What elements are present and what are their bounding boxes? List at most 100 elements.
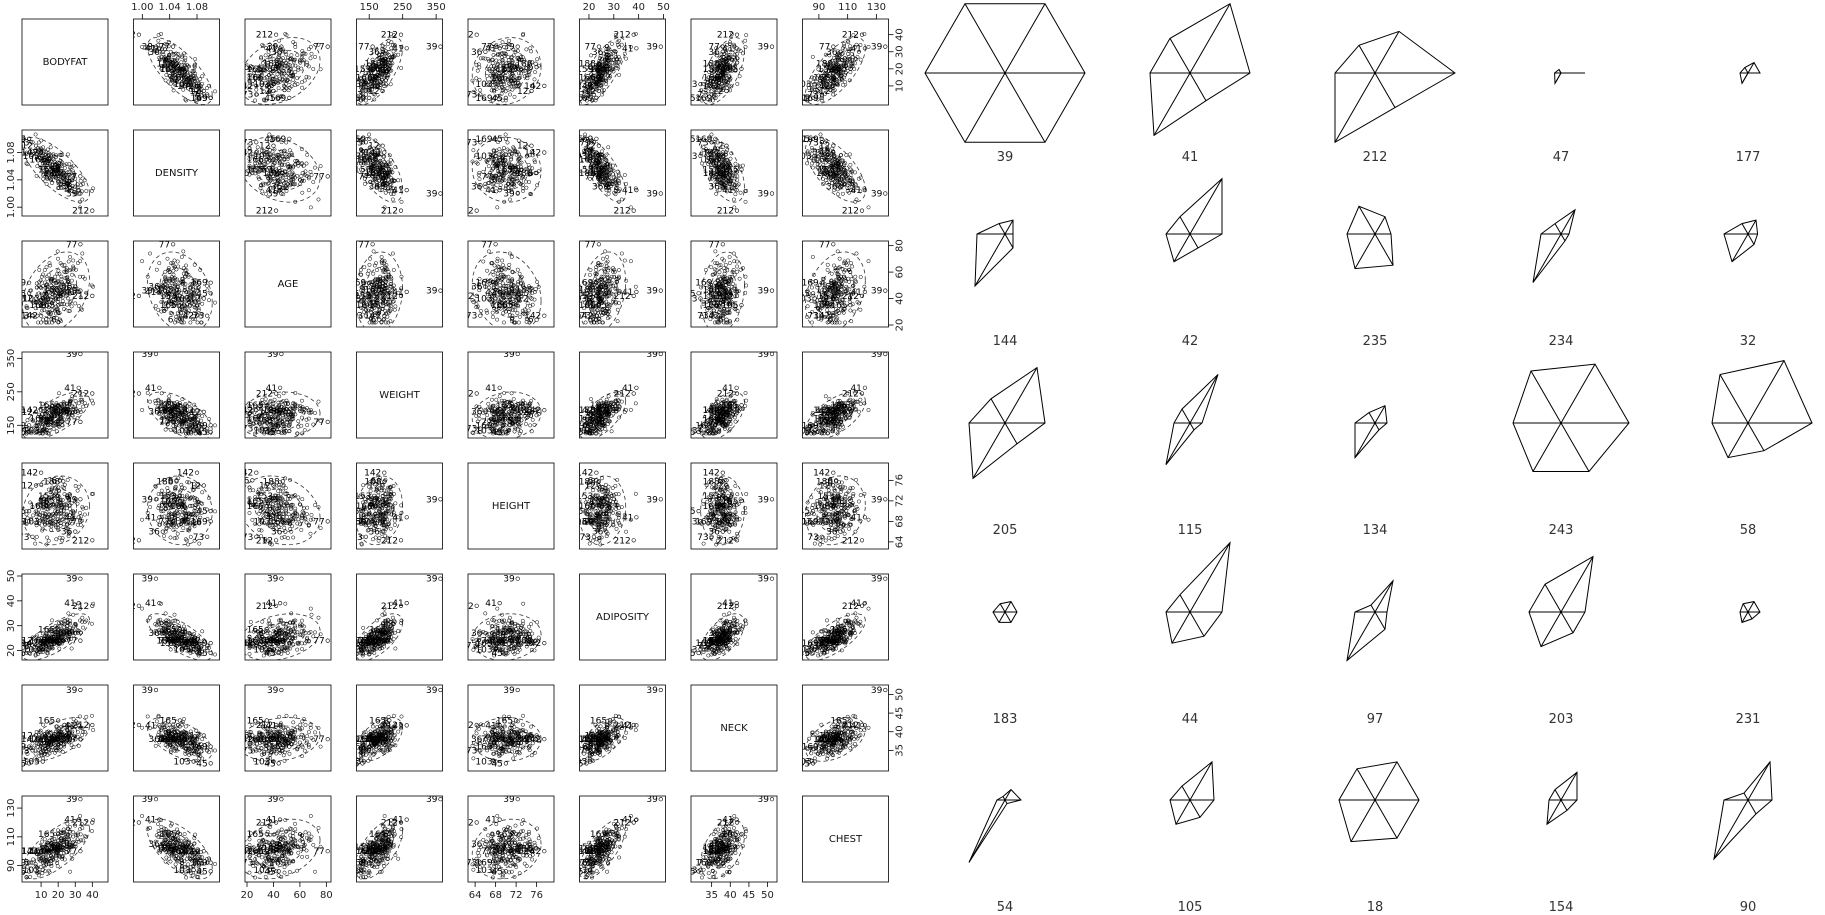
scatter-point: [606, 145, 611, 150]
scatter-point: [175, 56, 180, 61]
scatter-point: [490, 261, 495, 266]
scatter-point: [805, 161, 809, 166]
scatter-point: [701, 145, 706, 150]
concentration-ellipse: [805, 136, 866, 203]
labeled-point: [27, 280, 32, 285]
scatter-point: [514, 152, 519, 157]
scatter-point: [602, 88, 606, 93]
point-label-188: 188: [43, 285, 60, 295]
scatter-point: [40, 156, 45, 161]
scatter-point: [295, 53, 300, 57]
scatter-point: [516, 138, 521, 143]
point-label-166: 166: [703, 155, 720, 165]
scatter-point: [488, 291, 493, 296]
point-label-153: 153: [703, 65, 720, 75]
labeled-point: [720, 66, 725, 71]
scatter-point: [205, 283, 209, 288]
labeled-point: [769, 191, 775, 196]
scatter-point: [728, 169, 733, 174]
scatter-point: [269, 165, 274, 170]
labeled-point: [438, 288, 443, 293]
point-label-188: 188: [515, 285, 532, 295]
point-label-169: 169: [802, 94, 819, 104]
scatter-point: [599, 57, 604, 62]
scatter-point: [495, 271, 500, 276]
scatter-point: [167, 270, 172, 275]
scatter-point: [371, 158, 376, 163]
scatter-point: [24, 151, 29, 156]
labeled-point: [534, 170, 539, 176]
scatter-point: [192, 290, 197, 295]
scatter-point: [624, 56, 629, 61]
point-label-41: 41: [392, 44, 403, 54]
point-label-188: 188: [364, 60, 381, 70]
scatter-point: [386, 60, 391, 65]
scatter-point: [491, 174, 496, 178]
scatter-point: [613, 301, 618, 306]
scatter-point: [253, 161, 258, 166]
scatter-point: [250, 165, 255, 170]
scatter-point: [516, 162, 521, 167]
scatter-point: [45, 147, 50, 152]
scatter-point: [316, 197, 321, 202]
scatter-point: [293, 45, 298, 49]
scatter-point: [726, 73, 731, 78]
scatter-point: [605, 174, 610, 178]
point-label-153: 153: [38, 166, 55, 176]
scatter-point: [386, 272, 391, 277]
scatter-point: [41, 317, 46, 322]
scatter-point: [731, 197, 736, 202]
labeled-point: [831, 150, 836, 155]
scatter-point: [503, 305, 508, 310]
scatter-point: [490, 178, 494, 183]
scatter-point: [299, 80, 304, 85]
scatter-point: [197, 89, 202, 94]
scatter-point: [187, 285, 192, 290]
scatter-point: [89, 283, 94, 288]
scatter-point: [91, 284, 96, 289]
labeled-point: [57, 170, 63, 176]
scatter-point: [81, 182, 86, 187]
point-label-73: 73: [466, 138, 477, 148]
scatter-point: [617, 57, 622, 62]
scatter-point: [712, 69, 717, 74]
scatter-point: [37, 147, 42, 152]
scatter-point: [714, 159, 719, 164]
scatter-point: [606, 268, 611, 273]
scatter-point: [615, 189, 620, 194]
scatter-point: [735, 60, 740, 65]
scatter-point: [308, 169, 313, 174]
scatter-point: [388, 169, 393, 174]
scatter-point: [384, 78, 388, 83]
scatter-point: [172, 293, 177, 298]
scatter-point: [359, 272, 363, 277]
scatter-point: [187, 299, 192, 304]
scatter-point: [260, 61, 265, 66]
scatter-point: [205, 288, 210, 293]
labeled-point: [631, 32, 636, 37]
labeled-point: [27, 291, 32, 296]
scatter-point: [399, 45, 404, 49]
labeled-point: [709, 92, 714, 97]
scatter-point: [603, 249, 608, 254]
point-label-39: 39: [503, 190, 515, 200]
labeled-point: [76, 188, 81, 193]
labeled-point: [631, 208, 636, 213]
scatter-point: [51, 157, 56, 162]
scatter-point: [371, 168, 375, 173]
scatter-point: [494, 288, 499, 293]
scatter-point: [363, 150, 368, 155]
scatter-point: [478, 183, 483, 188]
scatter-point: [737, 74, 742, 79]
scatter-point: [527, 284, 531, 289]
labeled-point: [370, 174, 375, 179]
point-label-212: 212: [256, 31, 273, 41]
scatter-point: [822, 147, 827, 152]
scatter-point: [604, 308, 609, 313]
scatter-point: [266, 145, 271, 150]
scatter-point: [519, 71, 524, 76]
scatter-point: [699, 88, 704, 93]
scatter-point: [484, 82, 489, 87]
